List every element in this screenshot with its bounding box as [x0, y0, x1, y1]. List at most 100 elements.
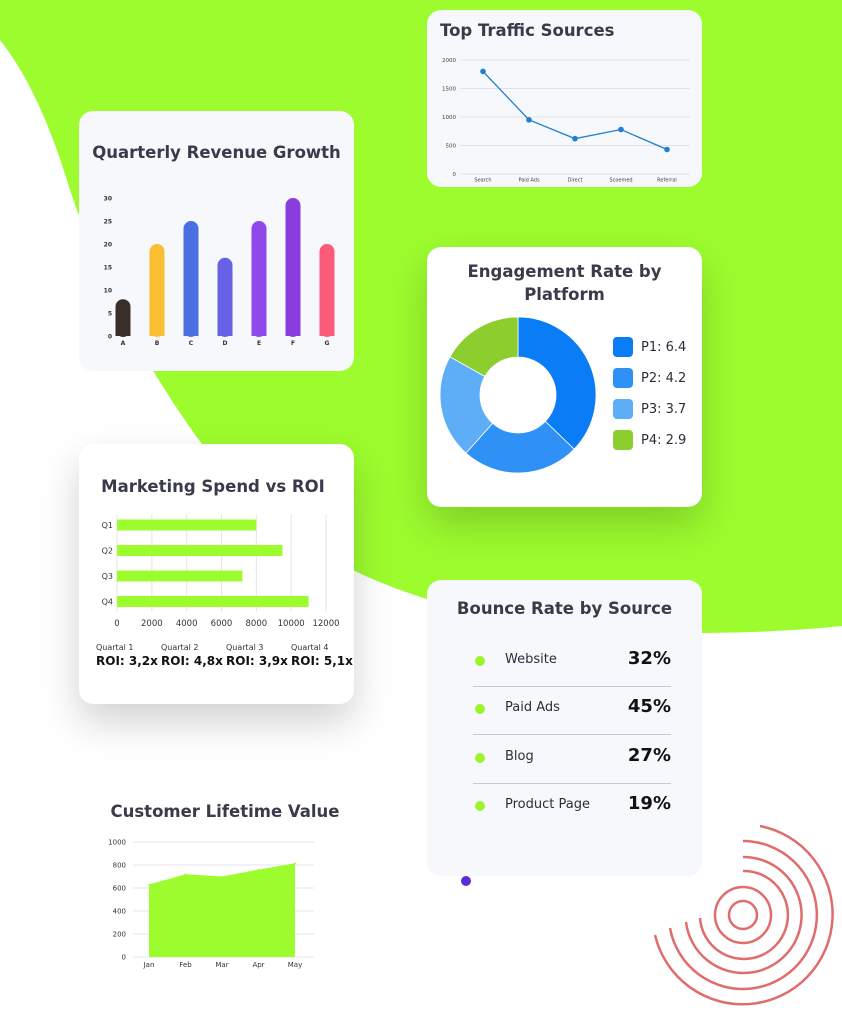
bounce-source-value: 32%	[627, 648, 671, 669]
donut-slice	[449, 316, 519, 377]
y-tick-label: 1000	[442, 115, 456, 121]
data-point	[221, 875, 223, 878]
x-tick-label: Scoemed	[609, 178, 632, 184]
x-tick-label: 8000	[246, 619, 268, 629]
bounce-source-label: Website	[505, 652, 557, 667]
engagement-card: Engagement Rate by Platform P1: 6.4 P2: 4…	[427, 247, 702, 507]
x-tick-label: 0	[114, 619, 119, 629]
legend-swatch	[613, 399, 633, 419]
legend-label: P4: 2.9	[641, 432, 687, 448]
donut-slice	[517, 316, 597, 450]
y-tick-label: 0	[122, 954, 126, 962]
x-tick-label: F	[291, 340, 295, 347]
quarterly-revenue-card: Quarterly Revenue Growth 0 5 10 15 20 25 30 A B C…	[79, 111, 354, 371]
x-tick-label: E	[257, 340, 261, 347]
bar	[319, 244, 335, 337]
bar	[117, 545, 283, 556]
roi-value: ROI: 5,1x	[291, 654, 353, 668]
x-tick-label: Jan	[143, 961, 155, 969]
area-fill	[149, 863, 295, 957]
bar-base	[183, 330, 199, 336]
x-tick-label: May	[288, 961, 302, 969]
legend-item: P1: 6.4	[613, 337, 686, 357]
y-tick-label: 600	[113, 885, 126, 893]
bounce-row-blog: Blog 27%	[473, 735, 671, 784]
bounce-source-label: Paid Ads	[505, 700, 560, 715]
x-tick-label: Mar	[215, 961, 228, 969]
y-tick-label: 25	[104, 219, 112, 226]
y-tick-label: 30	[104, 196, 112, 203]
bounce-source-value: 19%	[627, 793, 671, 814]
purple-dot	[461, 876, 471, 886]
roi-quarter-label: Quartal 1	[96, 643, 134, 652]
bullet-dot-icon	[475, 704, 485, 714]
roi-item-2: Quartal 2 ROI: 4,8x	[161, 643, 223, 668]
bounce-row-website: Website 32%	[473, 638, 671, 687]
bounce-row-product-page: Product Page 19%	[473, 783, 671, 831]
roi-quarter-label: Quartal 2	[161, 643, 199, 652]
bar	[183, 221, 199, 337]
quarterly-revenue-chart: 0 5 10 15 20 25 30 A B C D E F G	[104, 196, 335, 347]
clv-section: Customer Lifetime Value 0 200 400 600 800 100…	[79, 780, 354, 980]
bounce-source-label: Blog	[505, 749, 534, 764]
bar	[117, 570, 243, 582]
bounce-source-label: Product Page	[505, 797, 590, 812]
y-tick-label: 400	[113, 908, 126, 916]
x-tick-label: A	[121, 340, 126, 347]
bar	[217, 257, 233, 337]
data-point	[184, 873, 187, 875]
data-point	[257, 868, 260, 871]
traffic-sources-chart: 0 500 1000 1500 2000 Search Paid Ads Direct Scoe…	[442, 58, 690, 184]
bullet-dot-icon	[475, 801, 485, 811]
x-tick-label: Direct	[568, 178, 583, 184]
y-tick-label: Q1	[102, 521, 113, 530]
bar	[117, 596, 309, 607]
roi-quarter-label: Quartal 3	[226, 643, 264, 652]
y-tick-label: 2000	[442, 58, 456, 64]
x-tick-label: Apr	[252, 961, 264, 969]
data-point	[526, 117, 532, 123]
x-tick-label: Search	[474, 178, 491, 184]
y-tick-label: 10	[104, 288, 112, 295]
bar	[149, 244, 165, 337]
roi-quarter-label: Quartal 4	[291, 643, 329, 652]
bounce-rate-card: Bounce Rate by Source Website 32% Paid A…	[427, 580, 702, 876]
x-tick-label: B	[155, 340, 160, 347]
spend-roi-card: Marketing Spend vs ROI 0 2000 4000 6000 8000…	[79, 444, 354, 704]
bullet-dot-icon	[475, 656, 485, 666]
data-point	[480, 68, 486, 75]
x-tick-label: Referral	[657, 178, 677, 184]
donut-slice	[439, 356, 494, 454]
bar-base	[319, 330, 335, 336]
traffic-sources-title: Top Traffic Sources	[440, 21, 615, 40]
x-tick-label: Paid Ads	[518, 178, 540, 184]
y-tick-label: Q2	[102, 547, 113, 556]
engagement-title: Engagement Rate by Platform	[467, 262, 662, 304]
bounce-source-value: 45%	[627, 696, 671, 717]
x-tick-label: 10000	[278, 619, 305, 629]
bounce-rate-title: Bounce Rate by Source	[456, 599, 673, 618]
x-tick-label: C	[189, 340, 194, 347]
legend-label: P1: 6.4	[641, 339, 687, 355]
traffic-sources-card: Top Traffic Sources 0 500 1000 1500 2000 Sear…	[427, 10, 702, 187]
y-tick-label: 800	[113, 862, 126, 870]
y-tick-label: 200	[113, 931, 126, 939]
x-tick-label: D	[223, 340, 228, 347]
data-point	[148, 883, 150, 886]
legend-swatch	[613, 337, 633, 357]
data-point	[618, 126, 624, 133]
roi-value: ROI: 4,8x	[161, 654, 223, 668]
y-tick-label: 1500	[442, 87, 456, 93]
bar	[115, 299, 131, 337]
bar-base	[115, 330, 131, 336]
legend-label: P2: 4.2	[641, 370, 687, 386]
y-tick-label: 20	[104, 242, 112, 249]
clv-area-chart: 0 200 400 600 800 1000 Jan Feb Mar Apr May	[108, 839, 314, 969]
y-tick-label: 500	[446, 144, 457, 150]
x-tick-label: Feb	[179, 961, 192, 969]
legend-label: P3: 3.7	[641, 401, 687, 417]
engagement-donut-chart	[439, 316, 597, 474]
bar-base	[149, 330, 165, 336]
bar-base	[285, 330, 301, 336]
spend-roi-chart: 0 2000 4000 6000 8000 10000 12000 Q1 Q2 Q3 Q4	[102, 514, 340, 629]
